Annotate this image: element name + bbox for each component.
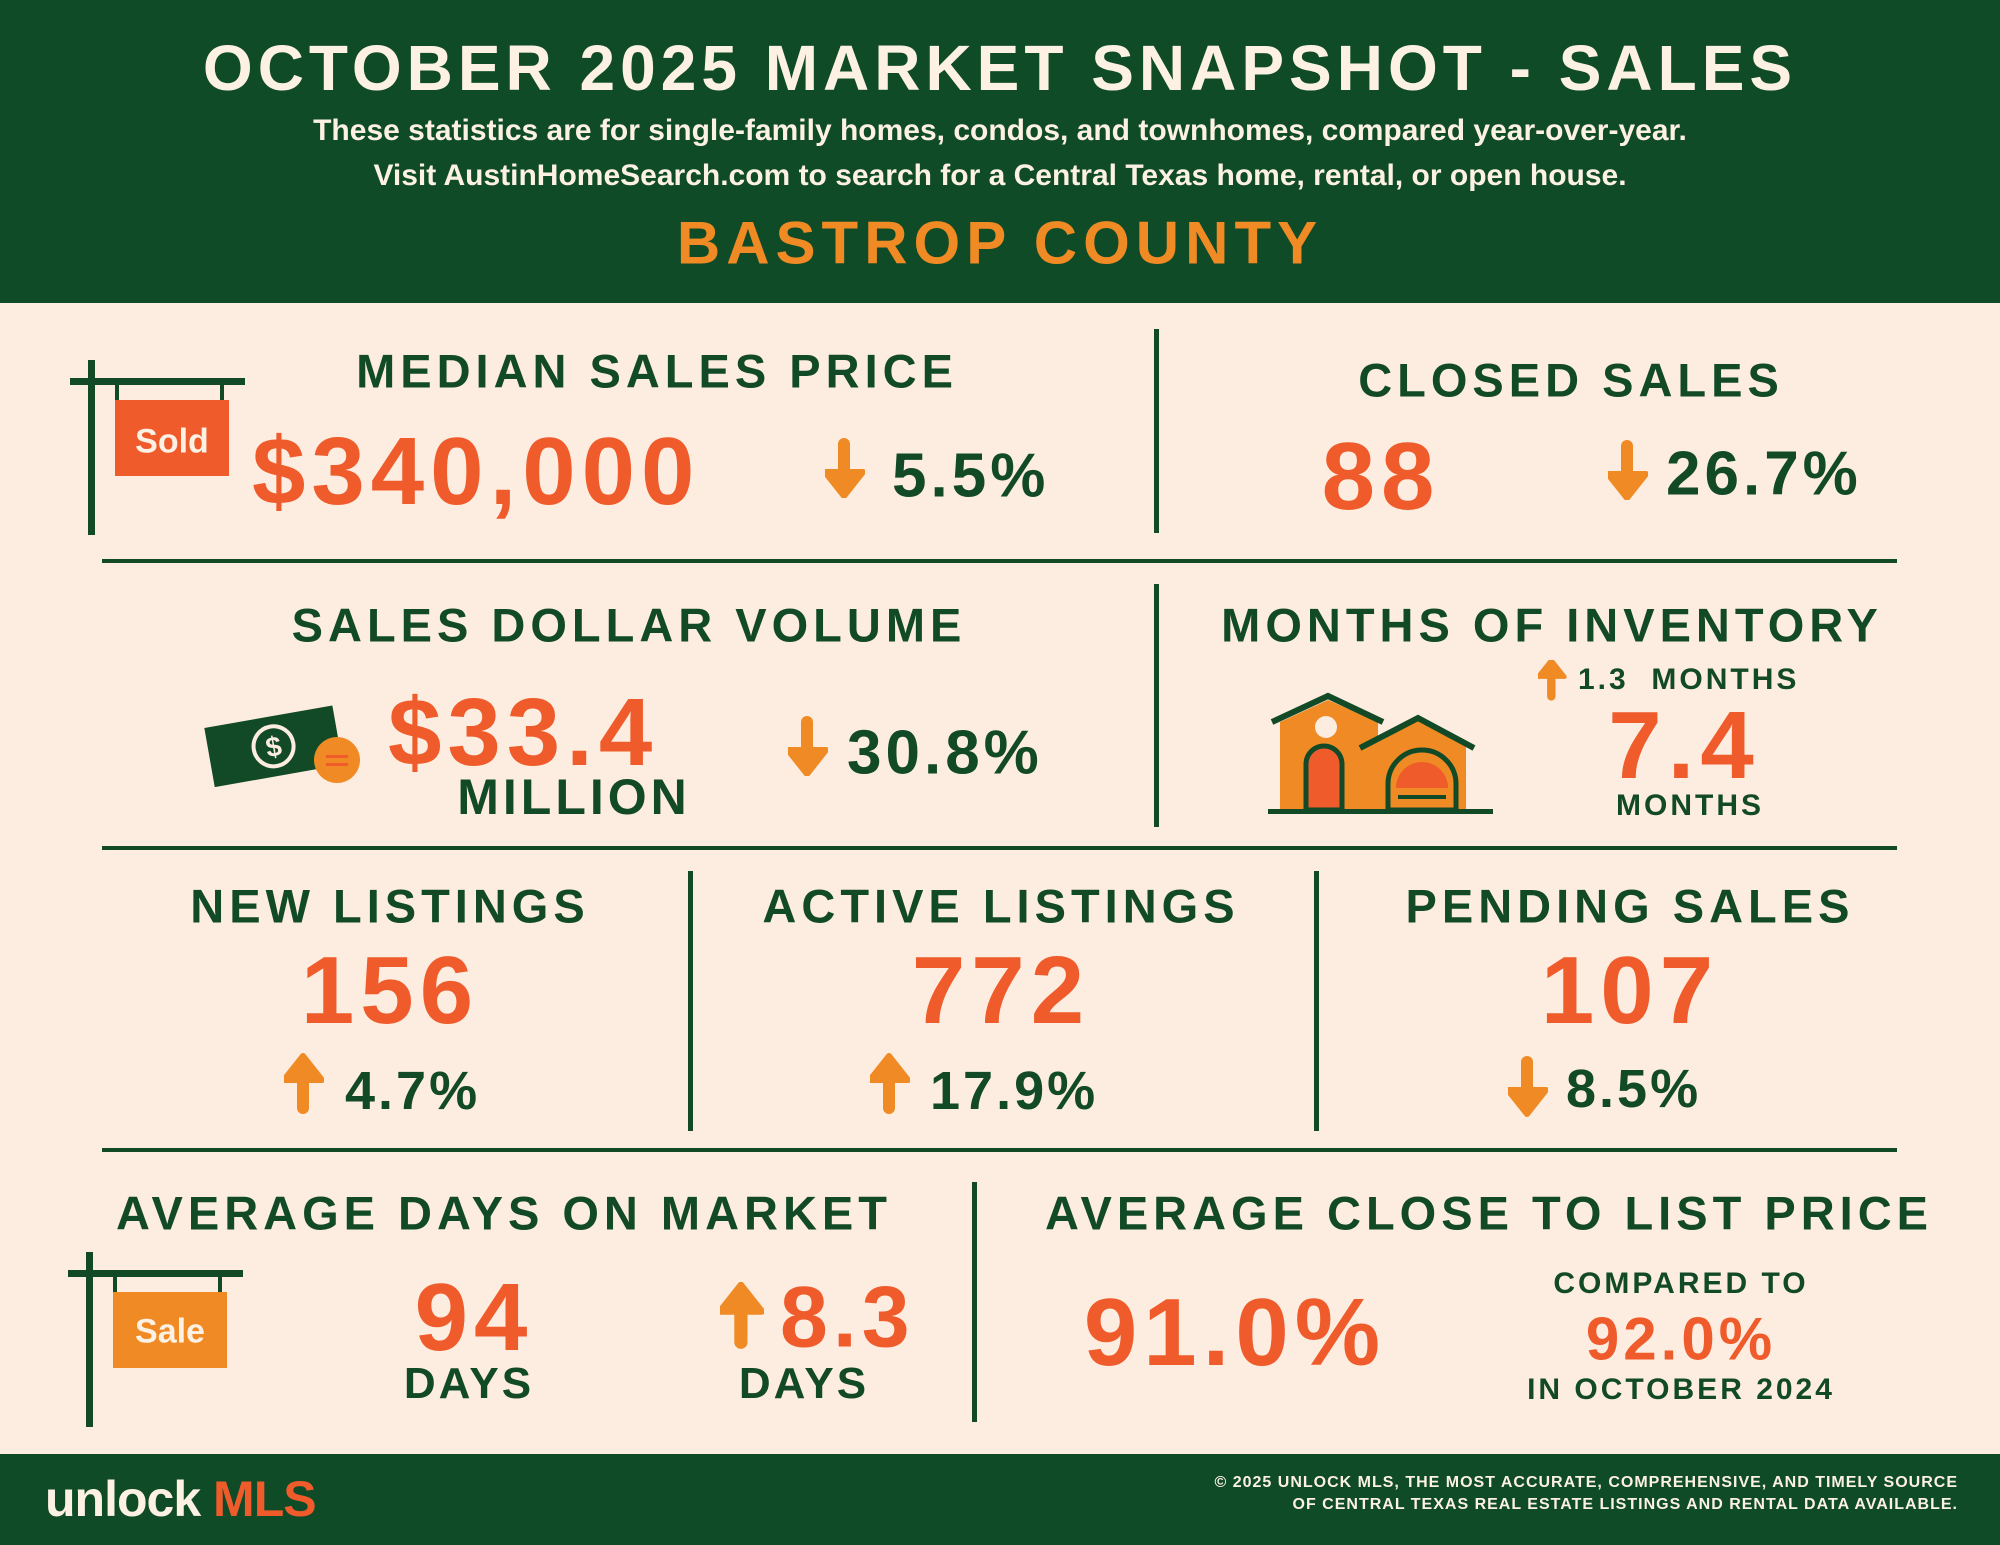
subtitle-line-2: Visit AustinHomeSearch.com to search for… — [373, 159, 1627, 192]
avg-days-on-market-value: 94 — [414, 1264, 534, 1371]
arrow-down-icon — [825, 438, 865, 498]
arrow-up-icon — [870, 1050, 910, 1122]
region-name: BASTROP COUNTY — [676, 209, 1324, 277]
compared-to-label: COMPARED TO — [1553, 1267, 1809, 1300]
arrow-down-icon — [788, 716, 828, 776]
sales-dollar-volume-title: SALES DOLLAR VOLUME — [291, 598, 967, 652]
months-of-inventory-change: 1.3 MONTHS — [1578, 663, 1800, 696]
arrow-up-icon — [1538, 660, 1578, 720]
footer: unlock MLS © 2025 UNLOCK MLS, THE MOST A… — [0, 1454, 2000, 1545]
header-banner: OCTOBER 2025 MARKET SNAPSHOT - SALES The… — [0, 0, 2000, 303]
median-sales-price-value: $340,000 — [252, 418, 701, 525]
logo-mls-text: MLS — [213, 1471, 317, 1527]
pending-sales-value: 107 — [1540, 937, 1720, 1044]
avg-close-to-list-title: AVERAGE CLOSE TO LIST PRICE — [1045, 1186, 1933, 1240]
unlock-mls-logo: unlock MLS — [45, 1470, 317, 1528]
avg-days-on-market-title: AVERAGE DAYS ON MARKET — [116, 1186, 892, 1240]
new-listings-title: NEW LISTINGS — [190, 879, 590, 933]
sales-dollar-volume-change: 30.8% — [847, 718, 1043, 788]
divider — [688, 871, 693, 1131]
divider — [1314, 871, 1319, 1131]
divider — [972, 1182, 977, 1422]
avg-days-on-market-change: 8.3 — [780, 1269, 915, 1366]
months-of-inventory-title: MONTHS OF INVENTORY — [1221, 598, 1883, 652]
divider — [102, 559, 1897, 563]
compared-value: 92.0% — [1585, 1305, 1777, 1373]
sales-dollar-volume-unit: MILLION — [457, 769, 691, 825]
sale-sign-text: Sale — [135, 1312, 205, 1351]
active-listings-value: 772 — [911, 937, 1091, 1044]
arrow-down-icon — [1608, 440, 1648, 500]
sold-sign-icon — [70, 360, 245, 535]
divider — [1154, 329, 1159, 533]
avg-days-on-market-unit: DAYS — [403, 1359, 535, 1408]
closed-sales-change: 26.7% — [1666, 439, 1862, 509]
new-listings-value: 156 — [300, 937, 480, 1044]
money-icon: $ — [204, 705, 360, 788]
active-listings-title: ACTIVE LISTINGS — [762, 879, 1240, 933]
copyright: © 2025 UNLOCK MLS, THE MOST ACCURATE, CO… — [1215, 1472, 1959, 1516]
divider — [1154, 584, 1159, 827]
active-listings-change: 17.9% — [930, 1061, 1099, 1121]
arrow-up-icon — [284, 1050, 324, 1122]
house-icon — [1268, 692, 1493, 814]
divider — [102, 1148, 1897, 1152]
closed-sales-value: 88 — [1321, 423, 1441, 530]
median-sales-price-change: 5.5% — [892, 441, 1050, 511]
logo-unlock-text: unlock — [45, 1471, 201, 1527]
months-of-inventory-unit: MONTHS — [1616, 789, 1764, 822]
arrow-up-icon — [720, 1282, 764, 1354]
new-listings-change: 4.7% — [345, 1061, 481, 1121]
pending-sales-title: PENDING SALES — [1405, 879, 1855, 933]
pending-sales-change: 8.5% — [1566, 1059, 1702, 1119]
median-sales-price-title: MEDIAN SALES PRICE — [356, 344, 958, 398]
avg-days-on-market-change-unit: DAYS — [738, 1359, 870, 1408]
sales-dollar-volume-value: $33.4 — [388, 679, 659, 786]
subtitle-line-1: These statistics are for single-family h… — [313, 114, 1687, 147]
divider — [102, 846, 1897, 850]
copyright-line-2: OF CENTRAL TEXAS REAL ESTATE LISTINGS AN… — [1292, 1496, 1958, 1513]
sold-sign-text: Sold — [135, 422, 209, 461]
avg-close-to-list-value: 91.0% — [1083, 1279, 1387, 1386]
compared-period: IN OCTOBER 2024 — [1527, 1373, 1835, 1406]
svg-text:$: $ — [263, 730, 284, 763]
months-of-inventory-value: 7.4 — [1608, 692, 1760, 799]
sale-sign-icon — [68, 1252, 243, 1427]
copyright-line-1: © 2025 UNLOCK MLS, THE MOST ACCURATE, CO… — [1214, 1474, 1958, 1491]
arrow-down-icon — [1508, 1050, 1548, 1122]
page-title: OCTOBER 2025 MARKET SNAPSHOT - SALES — [202, 32, 1798, 104]
closed-sales-title: CLOSED SALES — [1358, 353, 1784, 407]
